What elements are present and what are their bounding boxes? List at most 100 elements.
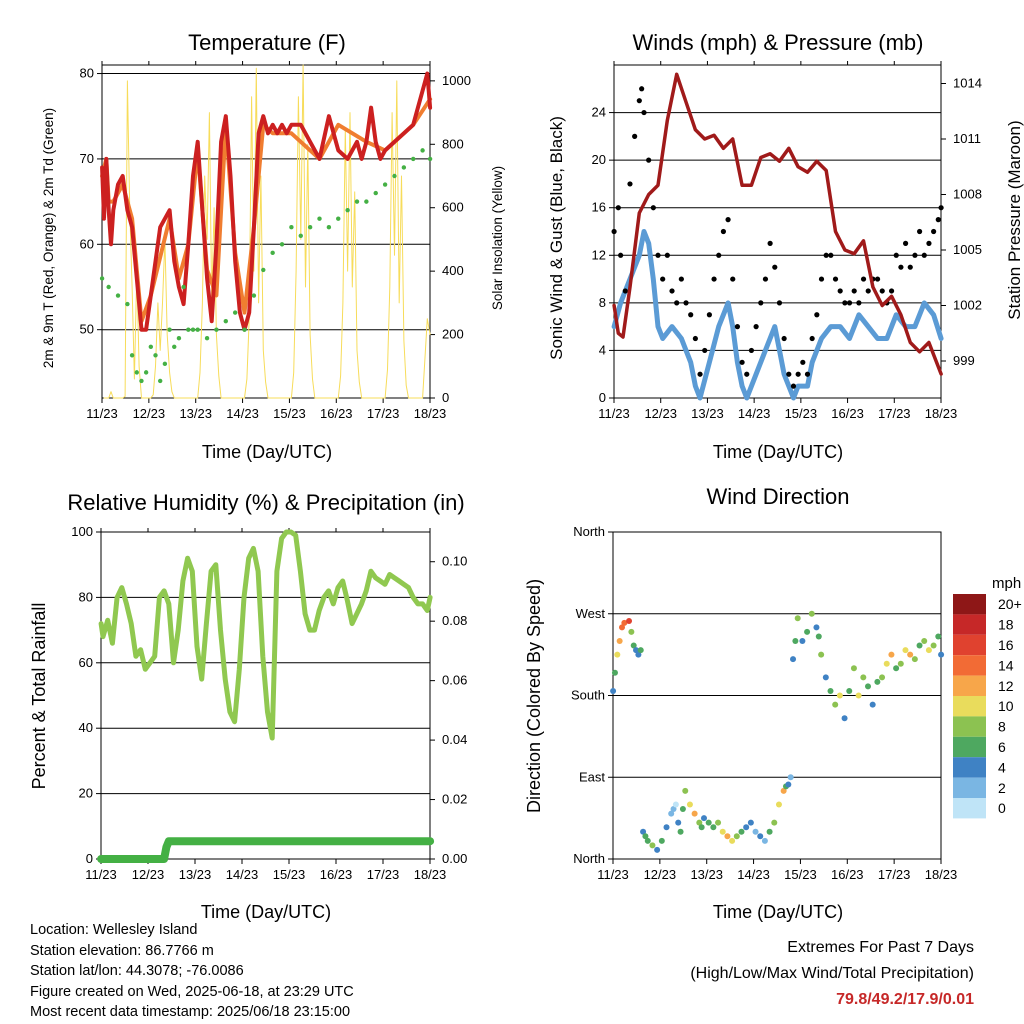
direction-point	[633, 647, 640, 654]
precipitation-line	[97, 837, 435, 863]
direction-point	[907, 651, 914, 658]
direction-point	[794, 615, 801, 622]
gust-point	[800, 359, 806, 365]
gust-point	[636, 98, 642, 104]
colorbar-swatch	[953, 634, 986, 656]
direction-point	[719, 828, 726, 835]
sonic-wind-line	[611, 229, 944, 401]
direction-point	[668, 810, 675, 817]
direction-point	[644, 837, 651, 844]
colorbar-swatch	[953, 757, 986, 778]
x-tick-label: 17/23	[878, 406, 911, 421]
gust-point	[744, 371, 750, 377]
dewpoint-point	[326, 225, 332, 230]
x-axis-label: Time (Day/UTC)	[713, 442, 843, 462]
colorbar-swatch	[953, 777, 986, 798]
dewpoint-point	[139, 378, 144, 384]
y-tick-label-left: 16	[592, 200, 606, 215]
direction-point	[911, 656, 918, 663]
direction-point	[698, 824, 705, 831]
gust-point	[678, 276, 684, 282]
gust-point	[753, 324, 759, 330]
x-tick-label: 17/23	[878, 867, 911, 882]
direction-point	[616, 638, 623, 644]
dewpoint-point	[279, 242, 285, 247]
direction-point	[637, 647, 644, 654]
x-tick-label: 15/23	[273, 406, 306, 421]
direction-point	[649, 842, 656, 849]
elevation-text: Station elevation: 86.7766 m	[30, 942, 214, 959]
direction-point	[614, 651, 621, 658]
gust-point	[720, 228, 727, 235]
x-tick-label: 14/23	[738, 406, 771, 421]
y-tick-label-right: 1014	[953, 76, 982, 91]
gust-point	[674, 300, 680, 306]
dewpoint-point	[172, 344, 177, 349]
y-tick-label: South	[571, 688, 605, 703]
dewpoint-point	[270, 250, 275, 256]
x-tick-label: 13/23	[691, 406, 724, 421]
y-tick-label-right: 200	[442, 327, 464, 342]
direction-point	[610, 687, 617, 694]
y-tick-label-right: 400	[442, 263, 464, 278]
dewpoint-point	[411, 156, 416, 162]
dewpoint-point	[195, 327, 200, 332]
direction-point	[815, 633, 822, 640]
x-tick-label: 18/23	[925, 867, 958, 882]
direction-point	[888, 651, 895, 658]
latlon-text: Station lat/lon: 44.3078; -76.0086	[30, 963, 244, 979]
x-tick-label: 11/23	[86, 406, 118, 421]
y-tick-label-left: 12	[592, 247, 606, 262]
x-tick-label: 11/23	[85, 867, 117, 882]
y-axis-label-left: 2m & 9m T (Red, Orange) & 2m Td (Green)	[41, 108, 56, 368]
dewpoint-point	[242, 327, 247, 332]
direction-point	[938, 651, 945, 658]
gust-point	[832, 276, 839, 282]
dewpoint-point	[298, 233, 303, 238]
dewpoint-point	[232, 310, 238, 315]
y-axis-label-right: Solar Insolation (Yellow)	[490, 166, 505, 310]
direction-point	[883, 660, 890, 667]
dewpoint-point	[134, 370, 139, 375]
direction-point	[771, 819, 778, 826]
direction-point	[897, 660, 904, 667]
x-tick-label: 13/23	[179, 406, 212, 421]
direction-point	[682, 787, 689, 794]
panel-title: Wind Direction	[706, 484, 849, 509]
colorbar-label: 6	[998, 739, 1006, 755]
gust-point	[818, 276, 825, 282]
y-tick-label-right: 0.02	[442, 792, 467, 807]
y-tick-label-left: 24	[592, 105, 606, 120]
gust-point	[804, 371, 811, 377]
direction-point	[729, 837, 736, 844]
gust-point	[730, 276, 736, 282]
gust-point	[814, 312, 820, 318]
y-axis-label-right: Station Pressure (Maroon)	[1005, 120, 1024, 319]
gust-point	[931, 228, 937, 235]
dewpoint-point	[148, 344, 154, 349]
colorbar-label: 4	[998, 759, 1006, 775]
y-tick-label-right: 0.04	[442, 732, 467, 747]
colorbar-swatch	[953, 614, 986, 635]
gust-point	[618, 252, 624, 258]
x-tick-label: 18/23	[925, 406, 958, 421]
temperature-panel: Temperature (F) Time (Day/UTC) 2m & 9m T…	[41, 30, 505, 462]
dewpoint-point	[307, 225, 313, 230]
gust-point	[874, 276, 881, 282]
dewpoint-point	[373, 190, 378, 196]
y-tick-label-right: 1008	[953, 187, 982, 202]
direction-point	[855, 692, 862, 699]
direction-point	[902, 647, 909, 654]
x-tick-label: 17/23	[367, 406, 400, 421]
direction-point	[658, 837, 665, 844]
direction-point	[850, 665, 857, 672]
direction-point	[621, 619, 628, 626]
x-tick-label: 12/23	[644, 406, 677, 421]
direction-point	[710, 824, 717, 831]
dewpoint-point	[106, 284, 111, 290]
extremes-block: Extremes For Past 7 Days (High/Low/Max W…	[690, 935, 974, 1013]
dewpoint-point	[153, 353, 158, 358]
direction-point	[925, 647, 932, 654]
colorbar-label: 0	[998, 800, 1006, 816]
dewpoint-point	[157, 378, 163, 384]
